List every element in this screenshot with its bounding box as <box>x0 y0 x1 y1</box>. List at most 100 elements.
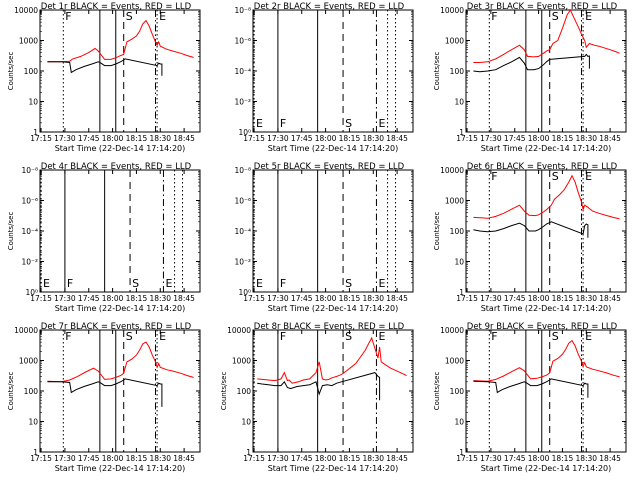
y-tick-label: 10⁰ <box>238 128 251 137</box>
x-tick-label: 17:15 <box>30 134 52 143</box>
panel-title: Det 9r BLACK = Events, RED = LLD <box>467 322 618 332</box>
y-axis-label: Counts/sec <box>433 372 441 411</box>
panel-3r: Det 3r BLACK = Events, RED = LLD 1 10 100 10… <box>433 2 627 153</box>
marker-label: E <box>165 277 172 290</box>
panel-title: Det 4r BLACK = Events, RED = LLD <box>41 162 192 172</box>
series-lld-line <box>47 341 194 383</box>
marker-label: F <box>280 277 286 290</box>
x-axis-label: Start Time (22-Dec-14 17:14:20) <box>481 304 612 313</box>
plot-frame <box>39 169 201 293</box>
x-tick-label: 17:30 <box>54 454 76 463</box>
x-axis-label: Start Time (22-Dec-14 17:14:20) <box>55 464 186 473</box>
x-tick-label: 18:45 <box>599 454 621 463</box>
y-tick-label: 10 <box>454 258 464 267</box>
x-tick-label: 18:30 <box>362 454 384 463</box>
marker-label: F <box>491 10 497 23</box>
x-tick-label: 18:15 <box>126 134 148 143</box>
x-tick-label: 17:30 <box>480 134 502 143</box>
panel-1r: Det 1r BLACK = Events, RED = LLD 1 10 100 10… <box>7 2 201 153</box>
x-tick-label: 18:00 <box>315 294 337 303</box>
panel-9r: Det 9r BLACK = Events, RED = LLD 1 10 100 10… <box>433 322 627 473</box>
marker-label: S <box>126 10 133 23</box>
x-tick-label: 18:15 <box>339 294 361 303</box>
marker-label: E <box>256 277 263 290</box>
x-tick-label: 18:45 <box>386 134 408 143</box>
series-lld-line <box>473 8 620 63</box>
y-tick-label: 1 <box>459 448 464 457</box>
marker-label: S <box>552 10 559 23</box>
series-events-line <box>473 221 589 238</box>
series-lld-line <box>473 339 620 382</box>
y-tick-label: 1 <box>459 288 464 297</box>
y-tick-label: 10⁻⁶ <box>21 197 38 206</box>
y-tick-label: 10000 <box>14 326 38 335</box>
marker-label: E <box>378 117 385 130</box>
x-tick-label: 18:15 <box>552 134 574 143</box>
x-tick-label: 17:45 <box>78 134 100 143</box>
marker-label: S <box>132 277 139 290</box>
y-tick-label: 1000 <box>445 37 464 46</box>
y-tick-label: 10⁰ <box>238 288 251 297</box>
x-tick-label: 17:30 <box>267 294 289 303</box>
x-tick-label: 18:15 <box>339 134 361 143</box>
y-tick-label: 10⁰ <box>25 288 38 297</box>
y-tick-label: 1000 <box>445 357 464 366</box>
x-tick-label: 18:45 <box>173 294 195 303</box>
x-tick-label: 17:30 <box>480 294 502 303</box>
x-tick-label: 18:45 <box>173 134 195 143</box>
x-axis-label: Start Time (22-Dec-14 17:14:20) <box>268 304 399 313</box>
panel-title: Det 7r BLACK = Events, RED = LLD <box>41 322 192 332</box>
y-tick-label: 10⁻⁴ <box>234 227 251 236</box>
y-tick-label: 10⁻⁸ <box>21 166 38 175</box>
y-axis-label: Counts/sec <box>7 52 15 91</box>
x-tick-label: 17:15 <box>456 454 478 463</box>
x-tick-label: 18:30 <box>362 294 384 303</box>
x-tick-label: 18:30 <box>575 294 597 303</box>
x-tick-label: 18:45 <box>386 294 408 303</box>
y-tick-label: 1 <box>33 128 38 137</box>
y-tick-label: 100 <box>24 387 39 396</box>
y-tick-label: 100 <box>450 67 465 76</box>
x-tick-label: 17:45 <box>291 454 313 463</box>
marker-label: F <box>67 277 73 290</box>
y-tick-label: 10000 <box>440 6 464 15</box>
x-tick-label: 17:45 <box>78 294 100 303</box>
y-tick-label: 10⁻⁴ <box>234 67 251 76</box>
x-tick-label: 18:15 <box>552 294 574 303</box>
x-tick-label: 17:45 <box>78 454 100 463</box>
y-tick-label: 10 <box>28 418 38 427</box>
y-tick-label: 100 <box>24 67 39 76</box>
marker-label: E <box>378 330 385 343</box>
x-axis-label: Start Time (22-Dec-14 17:14:20) <box>481 464 612 473</box>
plot-frame <box>252 9 414 133</box>
plot-frame <box>252 329 414 453</box>
x-axis-label: Start Time (22-Dec-14 17:14:20) <box>481 144 612 153</box>
series-lld-line <box>473 174 620 220</box>
x-tick-label: 18:15 <box>126 294 148 303</box>
x-tick-label: 18:00 <box>315 454 337 463</box>
x-axis-label: Start Time (22-Dec-14 17:14:20) <box>55 304 186 313</box>
marker-label: E <box>378 277 385 290</box>
panel-title: Det 2r BLACK = Events, RED = LLD <box>254 2 405 12</box>
y-tick-label: 100 <box>450 387 465 396</box>
panel-8r: Det 8r BLACK = Events, RED = LLD 1 10 100 10… <box>220 322 414 473</box>
y-tick-label: 1000 <box>445 197 464 206</box>
x-tick-label: 18:45 <box>599 134 621 143</box>
y-tick-label: 1 <box>246 448 251 457</box>
x-tick-label: 17:45 <box>504 454 526 463</box>
series-lld-line <box>47 19 194 63</box>
x-tick-label: 17:30 <box>267 134 289 143</box>
x-tick-label: 18:30 <box>575 454 597 463</box>
marker-label: F <box>65 10 71 23</box>
x-axis-label: Start Time (22-Dec-14 17:14:20) <box>268 144 399 153</box>
y-tick-label: 10⁻² <box>21 258 38 267</box>
x-tick-label: 18:00 <box>528 454 550 463</box>
y-tick-label: 10⁻⁸ <box>234 6 251 15</box>
y-axis-label: Counts/sec <box>433 212 441 251</box>
marker-label: E <box>585 330 592 343</box>
marker-label: S <box>345 277 352 290</box>
x-tick-label: 18:00 <box>102 454 124 463</box>
marker-label: F <box>280 117 286 130</box>
x-tick-label: 17:15 <box>456 294 478 303</box>
x-tick-label: 18:00 <box>102 134 124 143</box>
